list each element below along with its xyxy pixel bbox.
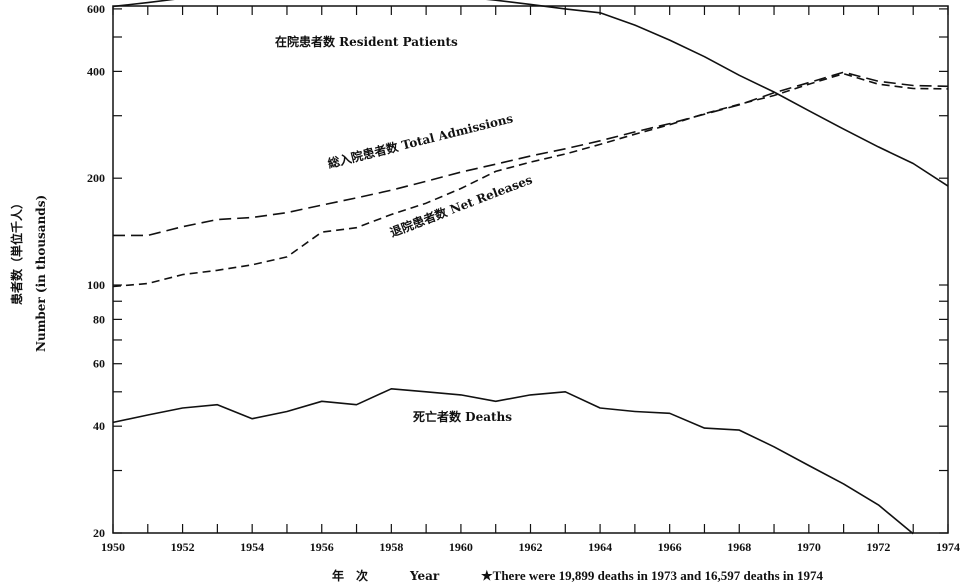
y-axis-title-jp: 患者数（単位千人）: [9, 197, 24, 305]
x-tick-label: 1952: [171, 540, 195, 554]
series-label-resident-patients: 在院患者数 Resident Patients: [275, 34, 458, 49]
x-tick-label: 1960: [449, 540, 473, 554]
series-lines: [112, 0, 949, 535]
y-tick-label: 100: [87, 278, 105, 292]
y-tick-label: 200: [87, 171, 105, 185]
x-axis-title-jp: 年 次: [332, 568, 368, 583]
series-label-total-admissions: 総入院患者数 Total Admissions: [326, 110, 515, 171]
x-tick-label: 1972: [866, 540, 890, 554]
y-tick-label: 60: [93, 357, 105, 371]
axis-ticks: [112, 6, 949, 534]
x-tick-label: 1956: [310, 540, 334, 554]
y-tick-label: 40: [93, 419, 105, 433]
series-label-net-releases: 退院患者数 Net Releases: [388, 172, 535, 240]
y-tick-label: 20: [93, 526, 105, 540]
series-line-0: [112, 0, 949, 187]
x-tick-label: 1950: [101, 540, 125, 554]
x-tick-label: 1962: [519, 540, 543, 554]
y-tick-label: 80: [93, 312, 105, 326]
x-tick-label: 1966: [658, 540, 682, 554]
series-line-1: [113, 71, 949, 237]
x-tick-label: 1954: [240, 540, 264, 554]
x-tick-label: 1958: [379, 540, 403, 554]
series-line-2: [112, 72, 949, 288]
x-tick-label: 1974: [936, 540, 960, 554]
footnote: ★There were 19,899 deaths in 1973 and 16…: [481, 568, 823, 583]
x-tick-label: 1970: [797, 540, 821, 554]
series-label-deaths: 死亡者数 Deaths: [413, 409, 512, 424]
x-axis-title-en: Year: [409, 569, 440, 583]
y-axis-title-en: Number (in thousands): [34, 195, 48, 352]
y-tick-label: 600: [87, 2, 105, 16]
y-tick-label: 400: [87, 64, 105, 78]
x-tick-label: 1964: [588, 540, 612, 554]
x-tick-label: 1968: [727, 540, 751, 554]
axis-tick-labels: 1950 1952 1954 1956 1958 1960 1962 1964 1966 1968…: [87, 2, 960, 554]
plot-area-frame: [112, 5, 949, 534]
series-line-3: [112, 387, 914, 535]
